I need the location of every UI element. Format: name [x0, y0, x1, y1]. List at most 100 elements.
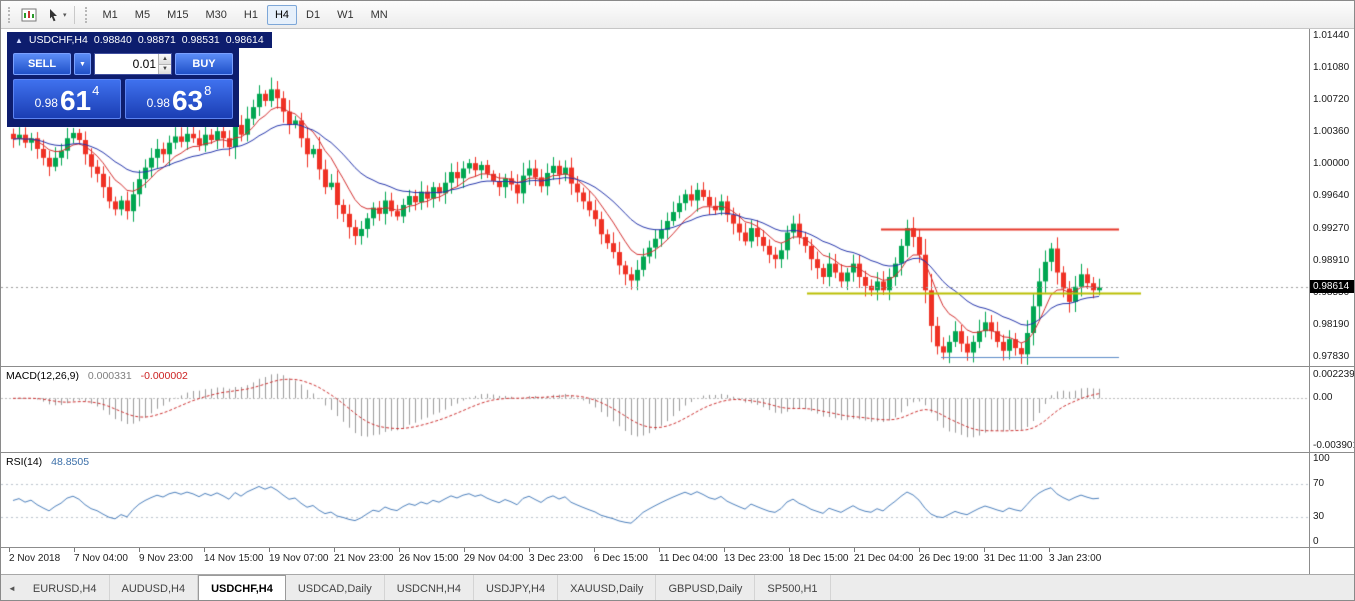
time-tick [1049, 548, 1050, 552]
toolbar-separator [73, 5, 75, 24]
timeframe-mn[interactable]: MN [370, 8, 388, 21]
timeframe-h1[interactable]: H1 [243, 8, 258, 21]
macd-scale-label: 0.00 [1313, 392, 1333, 404]
lot-decrease-button[interactable]: ▼ [159, 64, 171, 74]
tab-usdcad-daily[interactable]: USDCAD,Daily [286, 575, 385, 600]
time-tick [464, 548, 465, 552]
sell-button[interactable]: SELL [13, 53, 71, 75]
time-axis-label: 21 Dec 04:00 [854, 553, 914, 564]
rsi-scale-label: 30 [1313, 511, 1325, 523]
price-scale-label: 0.97830 [1313, 351, 1350, 362]
time-tick [399, 548, 400, 552]
sell-price-display[interactable]: 0.98 61 4 [13, 79, 121, 119]
time-tick [594, 548, 595, 552]
scale-separator [1309, 29, 1310, 574]
macd-name: MACD(12,26,9) [6, 370, 79, 382]
timeframe-toolbar: M1 M5 M15 M30 H1 H4 D1 W1 MN [95, 4, 396, 25]
time-axis-label: 19 Nov 07:00 [269, 553, 329, 564]
price-scale-label: 0.98190 [1313, 318, 1350, 330]
sell-price-pip: 4 [92, 83, 100, 98]
current-price-badge: 0.98614 [1310, 280, 1354, 294]
macd-scale: 0.002239 0.00 -0.003901 [1310, 367, 1355, 453]
time-axis-label: 31 Dec 11:00 [984, 553, 1043, 564]
dropdown-caret-icon[interactable]: ▾ [63, 11, 67, 19]
tab-audusd-h4[interactable]: AUDUSD,H4 [110, 575, 199, 600]
macd-canvas[interactable] [1, 367, 1309, 453]
sell-price-prefix: 0.98 [34, 96, 58, 110]
chart-window-icon[interactable] [18, 5, 40, 25]
timeframe-w1[interactable]: W1 [337, 8, 354, 21]
tab-gbpusd-daily[interactable]: GBPUSD,Daily [656, 575, 756, 600]
tab-usdjpy-h4[interactable]: USDJPY,H4 [474, 575, 559, 600]
macd-scale-label: -0.003901 [1313, 440, 1355, 451]
tab-usdchf-h4[interactable]: USDCHF,H4 [198, 575, 286, 600]
time-axis-label: 3 Jan 23:00 [1049, 553, 1102, 564]
time-axis-label: 21 Nov 23:00 [334, 553, 394, 564]
time-tick [984, 548, 985, 552]
time-axis-label: 18 Dec 15:00 [789, 553, 849, 564]
cursor-icon[interactable] [42, 5, 64, 25]
tab-scroll-left-icon[interactable]: ◄ [8, 584, 16, 593]
price-scale-label: 0.99270 [1313, 222, 1350, 234]
time-axis-label: 11 Dec 04:00 [659, 553, 718, 564]
rsi-value: 48.8505 [51, 456, 90, 468]
buy-price-pip: 8 [204, 83, 212, 98]
timeframe-m15[interactable]: M15 [167, 8, 189, 21]
time-tick [919, 548, 920, 552]
tab-usdcnh-h4[interactable]: USDCNH,H4 [385, 575, 474, 600]
rsi-canvas[interactable] [1, 453, 1309, 548]
price-scale-label: 0.99640 [1313, 190, 1350, 202]
rsi-scale-label: 70 [1313, 477, 1325, 489]
price-scale-label: 1.00000 [1313, 158, 1350, 170]
ohlc-close: 0.98614 [225, 34, 264, 46]
time-axis-label: 26 Dec 19:00 [919, 553, 979, 564]
lot-size-field: ▲ ▼ [94, 53, 172, 75]
panel-separator[interactable] [1, 547, 1354, 548]
toolbar-grip[interactable] [84, 6, 90, 23]
time-axis-label: 3 Dec 23:00 [529, 553, 583, 564]
time-tick [204, 548, 205, 552]
tab-list: EURUSD,H4 AUDUSD,H4 USDCHF,H4 USDCAD,Daily U… [21, 575, 831, 600]
time-tick [9, 548, 10, 552]
lot-increase-button[interactable]: ▲ [159, 54, 171, 65]
timeframe-d1[interactable]: D1 [306, 8, 321, 21]
panel-separator[interactable] [1, 366, 1354, 367]
panel-separator[interactable] [1, 452, 1354, 453]
rsi-scale-label: 0 [1313, 536, 1319, 547]
buy-button[interactable]: BUY [175, 53, 233, 75]
time-axis-label: 26 Nov 15:00 [399, 553, 459, 564]
time-axis-label: 13 Dec 23:00 [724, 553, 784, 564]
timeframe-h4[interactable]: H4 [266, 4, 298, 25]
price-scale-label: 1.00720 [1313, 94, 1350, 106]
time-axis[interactable]: 2 Nov 2018 7 Nov 04:00 9 Nov 23:00 14 Nov 1… [1, 548, 1309, 574]
time-tick [529, 548, 530, 552]
sell-price-big: 61 [59, 85, 92, 117]
timeframe-m1[interactable]: M1 [102, 8, 118, 21]
time-tick [724, 548, 725, 552]
macd-scale-label: 0.002239 [1313, 369, 1355, 380]
tab-eurusd-h4[interactable]: EURUSD,H4 [21, 575, 110, 600]
timeframe-m5[interactable]: M5 [134, 8, 151, 21]
lot-dropdown-button[interactable]: ▼ [74, 53, 91, 75]
symbol-icon: ▲ [15, 35, 23, 45]
one-click-trading-panel: SELL ▼ ▲ ▼ BUY 0.98 61 4 0.98 63 8 [7, 48, 239, 127]
time-tick [659, 548, 660, 552]
tab-sp500-h1[interactable]: SP500,H1 [755, 575, 831, 600]
chart-tab-bar: ◄ EURUSD,H4 AUDUSD,H4 USDCHF,H4 USDCAD,Dail… [1, 574, 1354, 600]
macd-indicator-label: MACD(12,26,9) 0.000331 -0.000002 [6, 370, 188, 382]
buy-price-display[interactable]: 0.98 63 8 [125, 79, 233, 119]
rsi-scale: 100 70 30 0 [1310, 453, 1354, 548]
lot-spinner: ▲ ▼ [158, 54, 171, 74]
ohlc-low: 0.98531 [181, 34, 220, 46]
toolbar-grip[interactable] [8, 6, 13, 23]
rsi-scale-label: 100 [1313, 453, 1330, 464]
ohlc-open: 0.98840 [93, 34, 132, 46]
rsi-name: RSI(14) [6, 456, 43, 468]
time-tick [334, 548, 335, 552]
tab-xauusd-daily[interactable]: XAUUSD,Daily [558, 575, 657, 600]
price-scale[interactable]: 0.98614 1.01440 1.01080 1.00720 1.00360 1.00… [1310, 29, 1354, 367]
lot-size-input[interactable] [95, 54, 158, 74]
price-scale-label: 0.98910 [1313, 254, 1350, 266]
timeframe-m30[interactable]: M30 [205, 8, 227, 21]
